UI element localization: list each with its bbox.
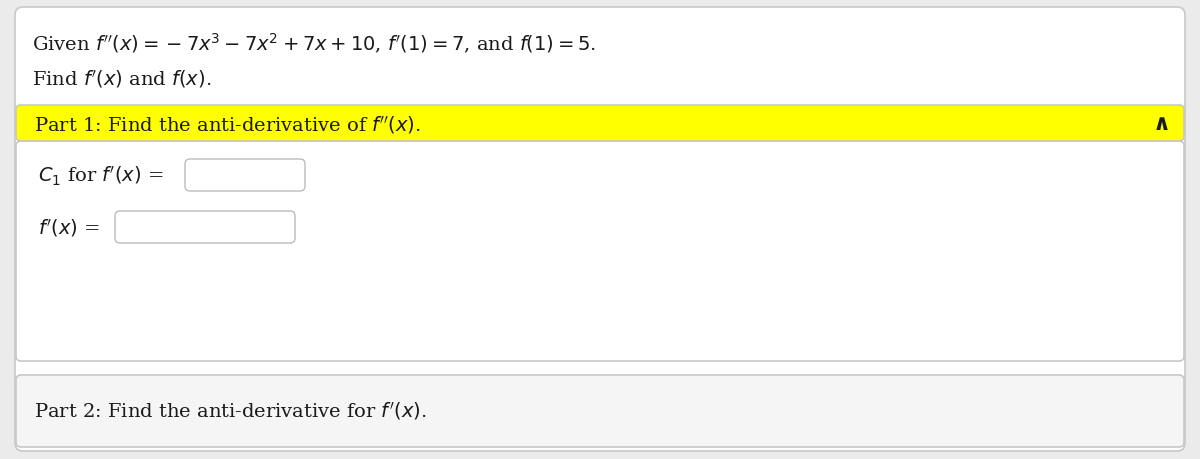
Text: $C_1$ for $f'(x)$ =: $C_1$ for $f'(x)$ = (38, 165, 163, 188)
FancyBboxPatch shape (16, 106, 1184, 142)
FancyBboxPatch shape (14, 8, 1186, 451)
Text: Part 2: Find the anti-derivative for $f'(x)$.: Part 2: Find the anti-derivative for $f'… (34, 399, 426, 421)
Text: $f'(x)$ =: $f'(x)$ = (38, 217, 100, 239)
FancyBboxPatch shape (16, 142, 1184, 361)
FancyBboxPatch shape (16, 375, 1184, 447)
Text: ∧: ∧ (1153, 114, 1171, 134)
Text: Given $f''(x) = -7x^3 - 7x^2 + 7x + 10$, $f'(1) = 7$, and $f(1) = 5$.: Given $f''(x) = -7x^3 - 7x^2 + 7x + 10$,… (32, 32, 596, 56)
Text: Part 1: Find the anti-derivative of $f''(x)$.: Part 1: Find the anti-derivative of $f''… (34, 114, 421, 136)
FancyBboxPatch shape (185, 160, 305, 191)
FancyBboxPatch shape (115, 212, 295, 243)
Text: Find $f'(x)$ and $f(x)$.: Find $f'(x)$ and $f(x)$. (32, 68, 211, 90)
